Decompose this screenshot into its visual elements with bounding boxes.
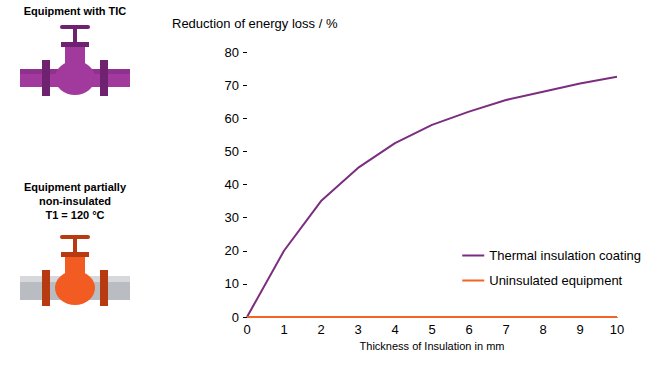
svg-text:50: 50 [225,144,239,159]
svg-text:1: 1 [280,322,287,337]
svg-text:30: 30 [225,210,239,225]
svg-text:Thickness of Insulation in mm: Thickness of Insulation in mm [360,340,505,352]
svg-text:Reduction of energy loss / %: Reduction of energy loss / % [172,16,338,31]
html-text:T1 = 120 °C: T1 = 120 °C [45,209,105,221]
svg-text:80: 80 [225,45,239,60]
svg-text:Uninsulated equipment: Uninsulated equipment [489,273,622,288]
svg-text:20: 20 [225,243,239,258]
svg-text:6: 6 [465,322,472,337]
svg-text:10: 10 [225,276,239,291]
html-text:Equipment partially: Equipment partially [24,181,126,193]
svg-text:7: 7 [502,322,509,337]
svg-text:70: 70 [225,78,239,93]
html-text:non-insulated: non-insulated [38,195,111,207]
svg-text:0: 0 [232,310,239,325]
svg-text:9: 9 [576,322,583,337]
svg-text:2: 2 [317,322,324,337]
svg-text:Thermal insulation coating: Thermal insulation coating [489,248,641,263]
svg-text:40: 40 [225,177,239,192]
svg-text:10: 10 [610,322,624,337]
svg-text:5: 5 [428,322,435,337]
svg-text:4: 4 [391,322,398,337]
svg-text:3: 3 [354,322,361,337]
svg-text:8: 8 [539,322,546,337]
html-text:Equipment with TIC: Equipment with TIC [23,5,127,17]
svg-text:60: 60 [225,111,239,126]
svg-text:0: 0 [243,322,250,337]
